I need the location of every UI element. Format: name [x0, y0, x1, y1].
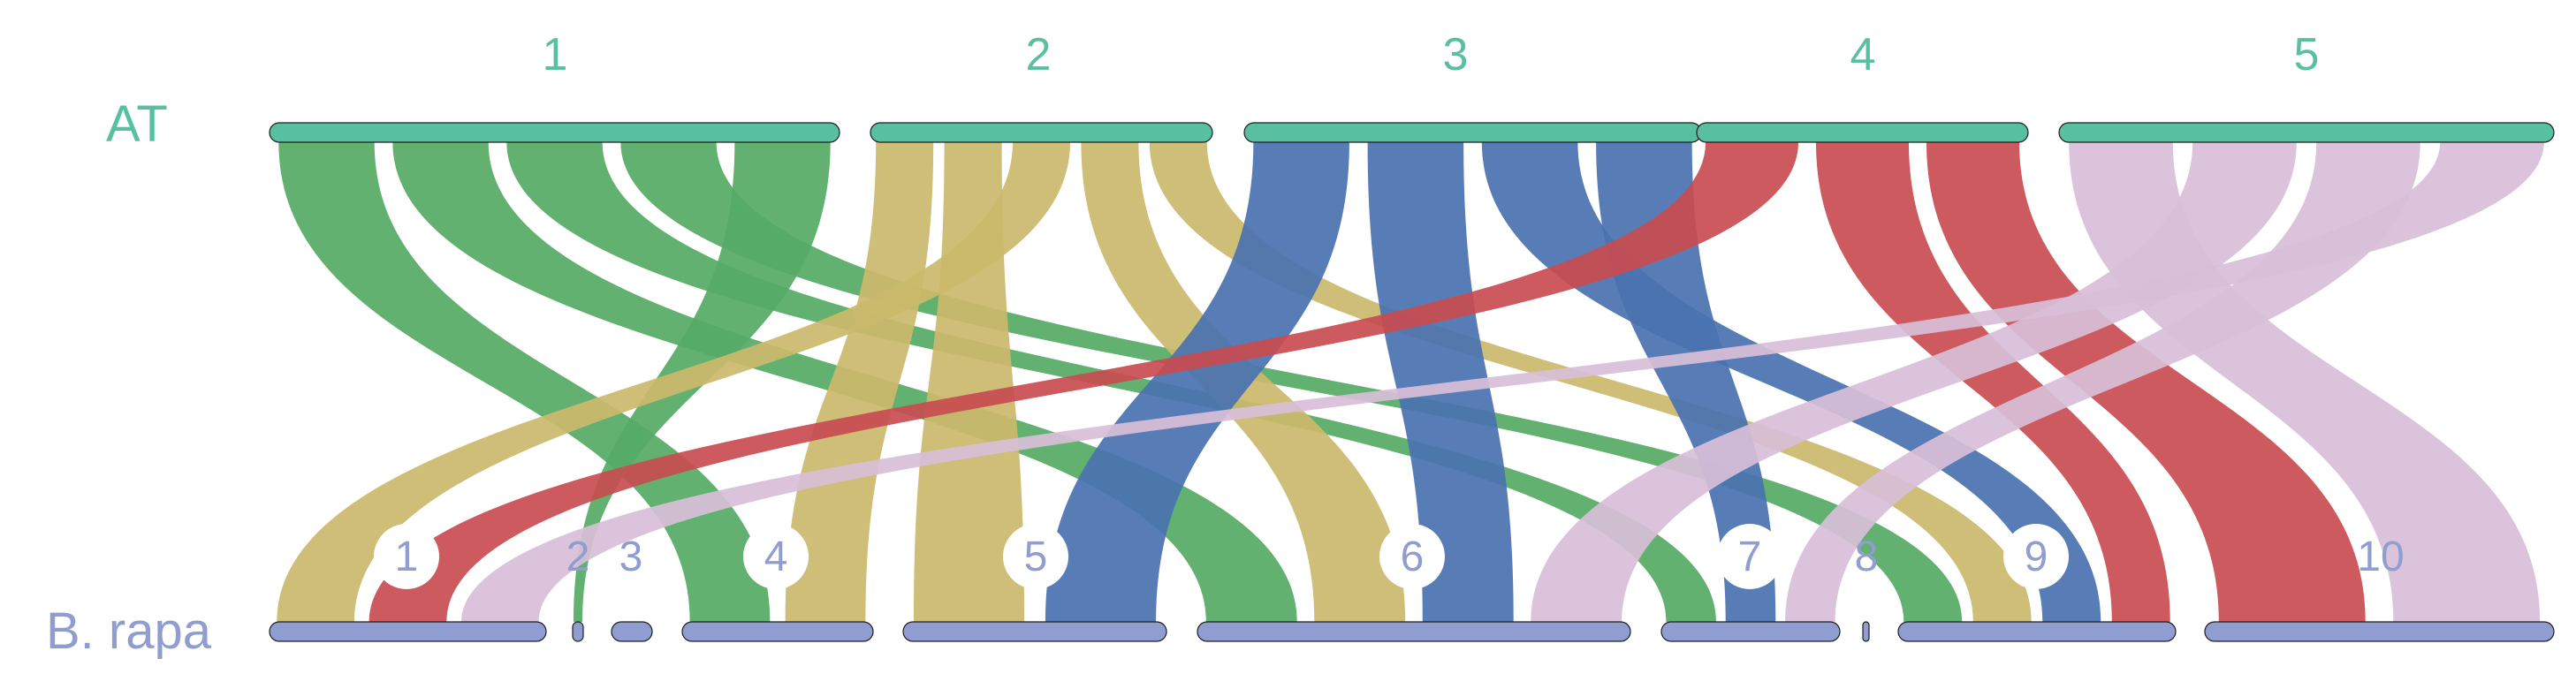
synteny-ribbon-2-1 — [277, 142, 1071, 622]
bottom-chromosome-bar-3 — [611, 621, 653, 642]
bottom-chromosome-bar-4 — [681, 621, 874, 642]
synteny-ribbon-1-4 — [278, 142, 771, 622]
top-chromosome-bar-5 — [2058, 122, 2555, 143]
bottom-chromosome-bar-7 — [1660, 621, 1841, 642]
top-chromosome-bar-1 — [269, 122, 840, 143]
top-chrom-label-5: 5 — [2293, 29, 2320, 80]
synteny-ribbon-3-9 — [1481, 142, 2101, 622]
bottom-chromosome-bar-9 — [1897, 621, 2177, 642]
bottom-chromosome-bar-5 — [902, 621, 1167, 642]
bottom-chrom-label-8: 8 — [1854, 533, 1879, 580]
synteny-ribbon-4-10 — [1926, 142, 2366, 622]
bottom-chrom-label-5: 5 — [1003, 524, 1068, 589]
synteny-ribbon-3-6 — [1367, 142, 1514, 622]
synteny-ribbon-2-9 — [1149, 142, 2032, 622]
bottom-chromosome-bar-2 — [572, 621, 584, 642]
bottom-chromosome-bar-10 — [2204, 621, 2555, 642]
top-chromosome-bar-3 — [1243, 122, 1702, 143]
top-chromosome-bar-4 — [1696, 122, 2029, 143]
bottom-genome-label: B. rapa — [46, 602, 211, 660]
synteny-ribbon-2-4 — [785, 142, 934, 622]
top-chrom-label-1: 1 — [542, 29, 568, 80]
bottom-chrom-label-3: 3 — [619, 533, 643, 580]
bottom-chrom-label-1: 1 — [374, 524, 439, 589]
bottom-chrom-label-4: 4 — [743, 524, 809, 589]
bottom-chromosome-bar-8 — [1862, 621, 1870, 642]
bottom-chrom-label-7: 7 — [1717, 524, 1782, 589]
bottom-chrom-label-9: 9 — [2003, 524, 2069, 589]
synteny-ribbon-3-5 — [1045, 142, 1349, 622]
bottom-chromosome-bar-1 — [269, 621, 547, 642]
bottom-chrom-label-2: 2 — [566, 533, 590, 580]
top-chrom-label-3: 3 — [1442, 29, 1469, 80]
top-genome-label: AT — [106, 95, 168, 153]
synteny-ribbon-1-9 — [620, 142, 1963, 622]
top-chrom-label-4: 4 — [1850, 29, 1876, 80]
bottom-chromosome-bar-6 — [1197, 621, 1631, 642]
bottom-chrom-label-10: 10 — [2357, 533, 2405, 580]
synteny-ribbon-5-6 — [1531, 142, 2297, 622]
bottom-chrom-label-6: 6 — [1379, 524, 1445, 589]
top-chromosome-bar-2 — [870, 122, 1213, 143]
synteny-ribbon-4-1 — [369, 142, 1799, 622]
synteny-ribbon-4-9 — [1816, 142, 2170, 622]
synteny-ribbon-5-1 — [461, 142, 2544, 622]
top-chrom-label-2: 2 — [1025, 29, 1052, 80]
